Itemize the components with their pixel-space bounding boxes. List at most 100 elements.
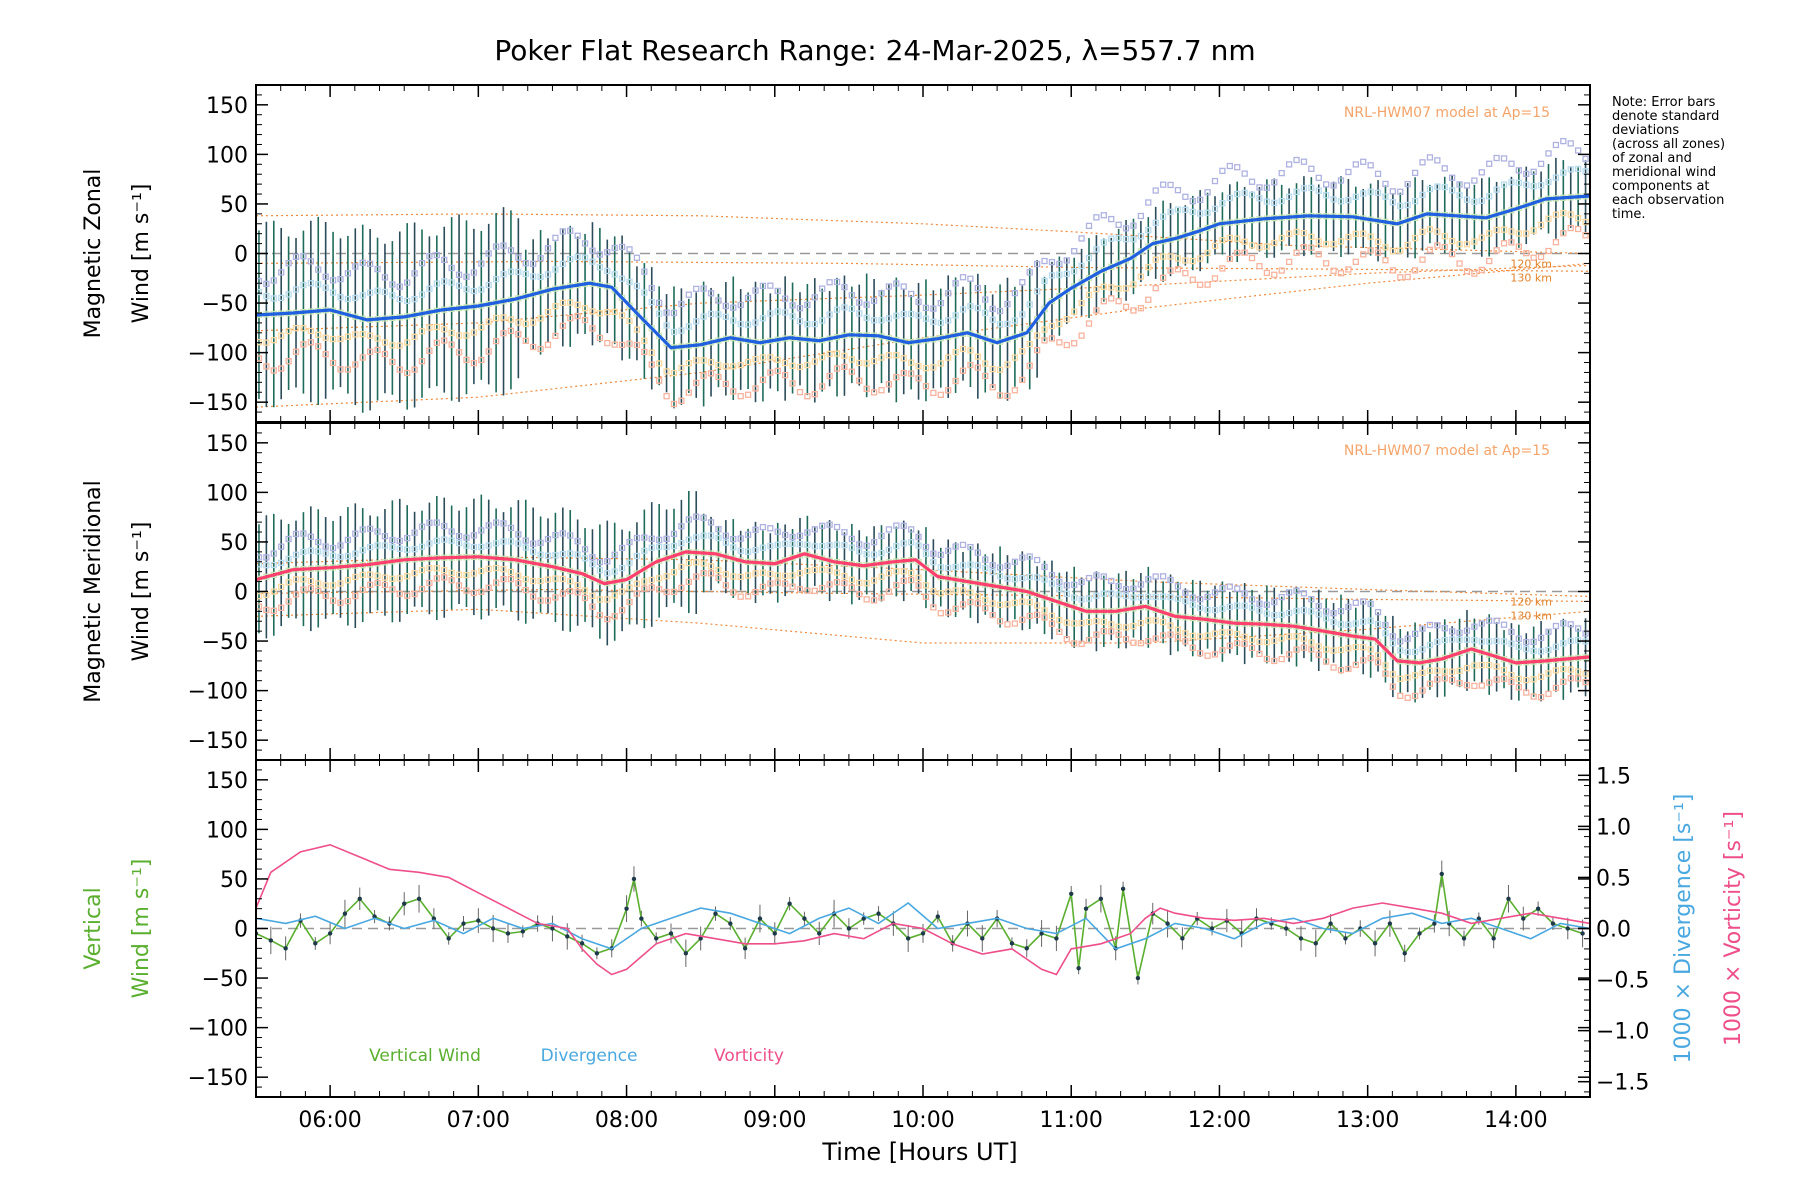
zone-marker xyxy=(767,542,774,550)
model-altitude-label: 130 km xyxy=(1510,272,1552,285)
vertical-point xyxy=(817,931,822,936)
zone-marker xyxy=(1545,178,1552,186)
zone-marker xyxy=(507,568,515,576)
zone-marker xyxy=(937,610,944,617)
zone-marker xyxy=(1337,646,1345,654)
zone-marker xyxy=(707,310,715,318)
zone-marker xyxy=(670,588,678,596)
zone-marker xyxy=(789,540,796,548)
zone-marker xyxy=(530,260,537,267)
zone-marker xyxy=(648,325,655,332)
zone-marker xyxy=(1449,174,1456,181)
zone-marker xyxy=(478,567,485,575)
zone-marker xyxy=(581,555,589,562)
zone-marker xyxy=(381,533,389,540)
zone-marker xyxy=(1374,189,1382,196)
zone-marker xyxy=(1323,646,1330,653)
zone-marker xyxy=(715,567,722,574)
vertical-point xyxy=(416,896,422,901)
vertical-point xyxy=(1054,936,1059,941)
zone-marker xyxy=(589,561,596,568)
zone-marker xyxy=(1426,154,1434,161)
vertical-point xyxy=(1180,936,1185,941)
y-tick-label: 0 xyxy=(234,581,248,606)
zone-marker xyxy=(959,541,967,549)
zone-marker xyxy=(922,593,930,600)
zone-marker xyxy=(678,523,685,530)
zone-marker xyxy=(1226,583,1233,590)
zone-marker xyxy=(811,294,818,301)
zone-marker xyxy=(352,263,359,270)
zone-marker xyxy=(633,310,641,317)
zone-marker xyxy=(522,337,529,344)
zone-marker xyxy=(656,543,663,550)
zone-marker xyxy=(952,605,959,612)
zone-marker xyxy=(1078,332,1085,339)
zone-marker xyxy=(441,536,448,543)
zone-marker xyxy=(1048,335,1056,342)
zone-marker xyxy=(1574,675,1582,682)
zone-marker xyxy=(1537,253,1545,261)
zone-marker xyxy=(952,312,959,319)
zone-marker xyxy=(1419,191,1426,198)
zone-marker xyxy=(863,580,870,587)
zone-marker xyxy=(1389,653,1397,660)
zone-marker xyxy=(426,253,433,260)
zone-marker xyxy=(322,592,329,599)
zone-marker xyxy=(1197,604,1204,612)
zone-marker xyxy=(1419,669,1426,676)
zone-marker xyxy=(967,275,974,282)
zone-marker xyxy=(826,311,833,318)
zone-marker xyxy=(833,579,841,586)
zone-marker xyxy=(959,587,967,594)
zone-marker xyxy=(767,282,774,289)
zone-marker xyxy=(448,569,455,576)
zone-marker xyxy=(1411,692,1419,700)
zone-marker xyxy=(1382,257,1389,264)
zone-marker xyxy=(1285,193,1293,200)
zone-marker xyxy=(1449,250,1456,258)
zone-marker xyxy=(1404,694,1411,701)
vertical-point xyxy=(757,916,763,921)
zone-marker xyxy=(1234,164,1241,171)
zone-marker xyxy=(1019,279,1026,286)
zone-marker xyxy=(1582,218,1589,226)
zone-marker xyxy=(278,604,285,611)
zone-marker xyxy=(300,253,307,260)
zone-marker xyxy=(685,578,692,585)
zone-marker xyxy=(870,317,878,324)
zone-marker xyxy=(1204,281,1211,288)
zone-marker xyxy=(863,314,870,321)
zone-marker xyxy=(1456,680,1463,687)
zone-marker xyxy=(1152,187,1159,194)
zone-marker xyxy=(996,392,1004,399)
zone-marker xyxy=(1500,226,1508,233)
zone-marker xyxy=(567,314,574,322)
y-tick-label: −50 xyxy=(202,967,248,992)
zone-marker xyxy=(1093,617,1100,625)
zone-marker xyxy=(1226,194,1233,202)
vertical-point xyxy=(461,921,466,926)
zone-marker xyxy=(1537,673,1545,680)
zone-markers xyxy=(256,513,1589,701)
zone-marker xyxy=(833,569,841,576)
zone-marker xyxy=(374,287,381,294)
zone-marker xyxy=(507,327,515,334)
zone-marker xyxy=(604,339,611,347)
zone-marker xyxy=(730,388,737,395)
zone-marker xyxy=(1545,628,1552,635)
zone-marker xyxy=(352,573,359,581)
zone-marker xyxy=(930,604,937,611)
zone-marker xyxy=(530,548,537,555)
zone-marker xyxy=(952,587,959,594)
zone-marker xyxy=(300,548,307,556)
vertical-point xyxy=(1343,936,1348,941)
zone-marker xyxy=(1219,167,1226,175)
zone-marker xyxy=(411,296,418,303)
zone-marker xyxy=(989,568,996,576)
zone-marker xyxy=(396,366,403,373)
zone-marker xyxy=(507,538,515,545)
zone-marker xyxy=(530,577,537,585)
